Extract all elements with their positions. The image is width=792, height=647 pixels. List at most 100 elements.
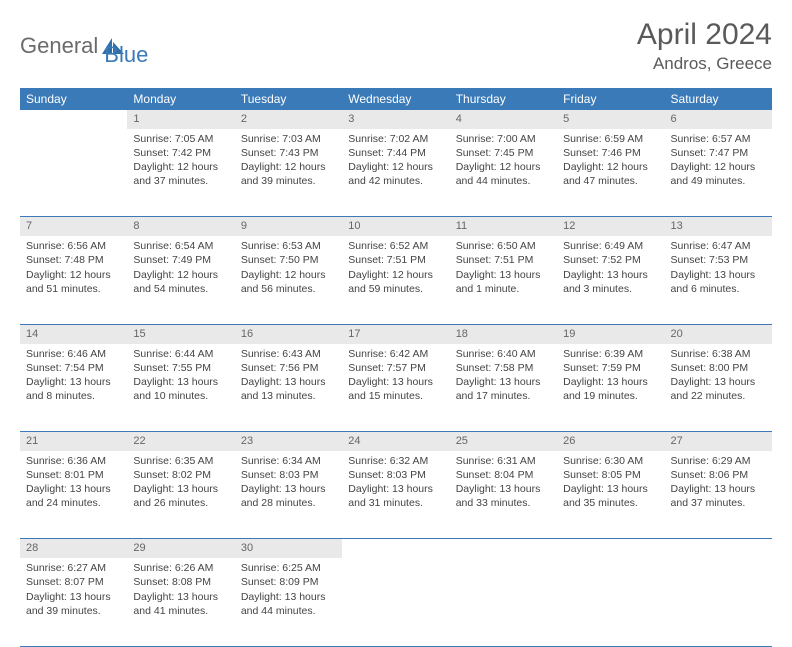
week-row: Sunrise: 6:36 AMSunset: 8:01 PMDaylight:… <box>20 451 772 539</box>
day-number-cell: 13 <box>665 217 772 236</box>
sunrise-line: Sunrise: 6:32 AM <box>348 454 443 468</box>
sunset-line: Sunset: 7:43 PM <box>241 146 336 160</box>
week-row: Sunrise: 6:46 AMSunset: 7:54 PMDaylight:… <box>20 344 772 432</box>
sunrise-line: Sunrise: 7:03 AM <box>241 132 336 146</box>
sunset-line: Sunset: 8:03 PM <box>241 468 336 482</box>
day-number-cell: 11 <box>450 217 557 236</box>
sunset-line: Sunset: 7:45 PM <box>456 146 551 160</box>
sunset-line: Sunset: 7:47 PM <box>671 146 766 160</box>
sunrise-line: Sunrise: 6:40 AM <box>456 347 551 361</box>
day-cell: Sunrise: 6:46 AMSunset: 7:54 PMDaylight:… <box>20 344 127 432</box>
day-cell <box>450 558 557 646</box>
weekday-header: Saturday <box>665 88 772 110</box>
sunset-line: Sunset: 7:57 PM <box>348 361 443 375</box>
location-label: Andros, Greece <box>637 54 772 74</box>
daylight-line: Daylight: 13 hours and 24 minutes. <box>26 482 121 510</box>
day-cell: Sunrise: 6:36 AMSunset: 8:01 PMDaylight:… <box>20 451 127 539</box>
day-number-cell: 17 <box>342 324 449 343</box>
day-cell: Sunrise: 6:49 AMSunset: 7:52 PMDaylight:… <box>557 236 664 324</box>
day-number-cell: 6 <box>665 110 772 129</box>
day-cell: Sunrise: 6:26 AMSunset: 8:08 PMDaylight:… <box>127 558 234 646</box>
day-number-cell: 21 <box>20 432 127 451</box>
sunrise-line: Sunrise: 7:05 AM <box>133 132 228 146</box>
day-number-cell <box>665 539 772 558</box>
daylight-line: Daylight: 13 hours and 28 minutes. <box>241 482 336 510</box>
day-cell: Sunrise: 6:44 AMSunset: 7:55 PMDaylight:… <box>127 344 234 432</box>
day-number-cell: 30 <box>235 539 342 558</box>
logo-text-blue: Blue <box>104 24 148 68</box>
daylight-line: Daylight: 13 hours and 37 minutes. <box>671 482 766 510</box>
day-cell <box>342 558 449 646</box>
weekday-header: Friday <box>557 88 664 110</box>
daylight-line: Daylight: 13 hours and 10 minutes. <box>133 375 228 403</box>
sunset-line: Sunset: 8:02 PM <box>133 468 228 482</box>
daynum-row: 14151617181920 <box>20 324 772 343</box>
sunset-line: Sunset: 7:52 PM <box>563 253 658 267</box>
sunset-line: Sunset: 8:00 PM <box>671 361 766 375</box>
sunrise-line: Sunrise: 6:43 AM <box>241 347 336 361</box>
page-title: April 2024 <box>637 18 772 52</box>
day-number-cell: 9 <box>235 217 342 236</box>
sunrise-line: Sunrise: 6:38 AM <box>671 347 766 361</box>
sunrise-line: Sunrise: 6:26 AM <box>133 561 228 575</box>
daylight-line: Daylight: 13 hours and 41 minutes. <box>133 590 228 618</box>
daylight-line: Daylight: 12 hours and 51 minutes. <box>26 268 121 296</box>
day-number-cell: 29 <box>127 539 234 558</box>
day-cell: Sunrise: 6:32 AMSunset: 8:03 PMDaylight:… <box>342 451 449 539</box>
daylight-line: Daylight: 13 hours and 1 minute. <box>456 268 551 296</box>
day-number-cell <box>342 539 449 558</box>
sunrise-line: Sunrise: 6:53 AM <box>241 239 336 253</box>
day-number-cell: 14 <box>20 324 127 343</box>
weekday-header-row: Sunday Monday Tuesday Wednesday Thursday… <box>20 88 772 110</box>
daylight-line: Daylight: 13 hours and 19 minutes. <box>563 375 658 403</box>
day-number-cell: 27 <box>665 432 772 451</box>
day-number-cell: 22 <box>127 432 234 451</box>
sunrise-line: Sunrise: 6:47 AM <box>671 239 766 253</box>
sunrise-line: Sunrise: 6:27 AM <box>26 561 121 575</box>
day-number-cell: 2 <box>235 110 342 129</box>
header: General Blue April 2024 Andros, Greece <box>20 18 772 74</box>
daylight-line: Daylight: 12 hours and 44 minutes. <box>456 160 551 188</box>
day-cell: Sunrise: 6:40 AMSunset: 7:58 PMDaylight:… <box>450 344 557 432</box>
day-number-cell: 20 <box>665 324 772 343</box>
weekday-header: Monday <box>127 88 234 110</box>
day-cell: Sunrise: 6:38 AMSunset: 8:00 PMDaylight:… <box>665 344 772 432</box>
daylight-line: Daylight: 13 hours and 8 minutes. <box>26 375 121 403</box>
sunset-line: Sunset: 8:03 PM <box>348 468 443 482</box>
sunrise-line: Sunrise: 6:36 AM <box>26 454 121 468</box>
sunset-line: Sunset: 7:55 PM <box>133 361 228 375</box>
day-cell: Sunrise: 7:02 AMSunset: 7:44 PMDaylight:… <box>342 129 449 217</box>
day-number-cell: 4 <box>450 110 557 129</box>
sunrise-line: Sunrise: 6:30 AM <box>563 454 658 468</box>
daylight-line: Daylight: 13 hours and 44 minutes. <box>241 590 336 618</box>
sunrise-line: Sunrise: 7:00 AM <box>456 132 551 146</box>
daylight-line: Daylight: 12 hours and 47 minutes. <box>563 160 658 188</box>
day-number-cell: 18 <box>450 324 557 343</box>
daylight-line: Daylight: 12 hours and 37 minutes. <box>133 160 228 188</box>
weekday-header: Thursday <box>450 88 557 110</box>
day-cell: Sunrise: 6:53 AMSunset: 7:50 PMDaylight:… <box>235 236 342 324</box>
daylight-line: Daylight: 12 hours and 39 minutes. <box>241 160 336 188</box>
weekday-header: Sunday <box>20 88 127 110</box>
weekday-header: Tuesday <box>235 88 342 110</box>
day-cell: Sunrise: 6:35 AMSunset: 8:02 PMDaylight:… <box>127 451 234 539</box>
day-number-cell: 16 <box>235 324 342 343</box>
sunrise-line: Sunrise: 6:57 AM <box>671 132 766 146</box>
sunset-line: Sunset: 7:54 PM <box>26 361 121 375</box>
day-cell: Sunrise: 6:30 AMSunset: 8:05 PMDaylight:… <box>557 451 664 539</box>
sunrise-line: Sunrise: 6:39 AM <box>563 347 658 361</box>
sunrise-line: Sunrise: 6:56 AM <box>26 239 121 253</box>
day-number-cell <box>450 539 557 558</box>
day-cell: Sunrise: 6:50 AMSunset: 7:51 PMDaylight:… <box>450 236 557 324</box>
day-cell: Sunrise: 6:47 AMSunset: 7:53 PMDaylight:… <box>665 236 772 324</box>
day-number-cell: 8 <box>127 217 234 236</box>
day-number-cell <box>20 110 127 129</box>
day-cell: Sunrise: 7:03 AMSunset: 7:43 PMDaylight:… <box>235 129 342 217</box>
day-number-cell: 5 <box>557 110 664 129</box>
sunrise-line: Sunrise: 6:49 AM <box>563 239 658 253</box>
day-cell: Sunrise: 6:27 AMSunset: 8:07 PMDaylight:… <box>20 558 127 646</box>
daylight-line: Daylight: 12 hours and 54 minutes. <box>133 268 228 296</box>
sunrise-line: Sunrise: 6:44 AM <box>133 347 228 361</box>
sunset-line: Sunset: 8:09 PM <box>241 575 336 589</box>
sunset-line: Sunset: 8:07 PM <box>26 575 121 589</box>
